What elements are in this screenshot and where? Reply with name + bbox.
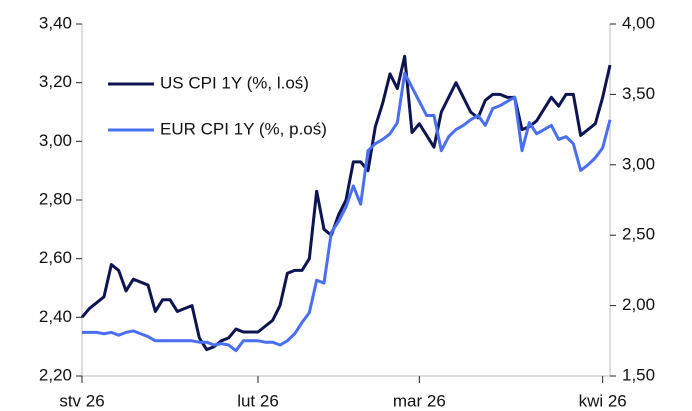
y-tick-label: 3,20 <box>39 72 72 91</box>
y2-tick-label: 3,00 <box>622 154 655 173</box>
y-tick-label: 2,40 <box>39 307 72 326</box>
y2-tick-label: 3,50 <box>622 84 655 103</box>
x-tick-label: lut 26 <box>237 391 279 410</box>
y2-tick-label: 2,00 <box>622 295 655 314</box>
legend-label: EUR CPI 1Y (%, p.oś) <box>160 119 327 138</box>
y2-tick-label: 4,00 <box>622 13 655 32</box>
x-tick-label: mar 26 <box>393 391 446 410</box>
y-tick-label: 2,20 <box>39 365 72 384</box>
legend-label: US CPI 1Y (%, l.oś) <box>160 73 309 92</box>
series-line <box>82 71 612 353</box>
y-tick-label: 3,40 <box>39 13 72 32</box>
series-line <box>80 54 612 352</box>
y2-tick-label: 1,50 <box>622 365 655 384</box>
y-tick-label: 3,00 <box>39 131 72 150</box>
x-tick-label: stv 26 <box>59 391 104 410</box>
y-tick-label: 2,60 <box>39 248 72 267</box>
y2-tick-label: 2,50 <box>622 225 655 244</box>
y-tick-label: 2,80 <box>39 189 72 208</box>
x-tick-label: kwi 26 <box>579 391 627 410</box>
